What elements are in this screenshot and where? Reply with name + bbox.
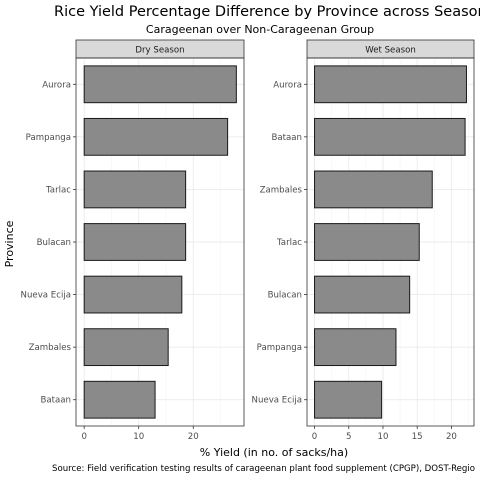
y-tick-label: Bulacan — [268, 291, 302, 301]
x-tick-label: 10 — [378, 432, 389, 442]
x-axis-title: % Yield (in no. of sacks/ha) — [200, 446, 348, 459]
bar-bataan — [314, 117, 466, 156]
y-tick-label: Zambales — [260, 185, 303, 195]
bar-pampanga — [314, 328, 397, 367]
facet-strip-label: Wet Season — [365, 45, 416, 55]
panel-border — [306, 57, 475, 427]
y-tick-label: Pampanga — [257, 343, 302, 353]
bar-bataan — [83, 380, 156, 419]
chart-caption: Source: Field verification testing resul… — [52, 464, 475, 474]
x-tick-label: 5 — [346, 432, 351, 442]
bar-nueva-ecija — [83, 275, 183, 314]
bar-bulacan — [83, 223, 187, 261]
x-tick-label: 20 — [188, 432, 199, 442]
y-tick-label: Nueva Ecija — [252, 396, 302, 406]
y-tick-label: Bulacan — [37, 238, 71, 248]
y-tick-label: Bataan — [271, 133, 302, 143]
x-tick-label: 0 — [312, 432, 317, 442]
y-tick-label: Aurora — [42, 80, 71, 90]
y-tick-label: Aurora — [273, 80, 302, 90]
y-axis-title: Province — [3, 220, 16, 267]
y-tick-label: Pampanga — [26, 133, 71, 143]
bar-bulacan — [314, 275, 411, 314]
y-tick-label: Tarlac — [45, 185, 71, 195]
bar-tarlac — [83, 170, 187, 209]
y-tick-label: Tarlac — [276, 238, 302, 248]
panel-dry-season: Dry Season Aurora Pampanga Tarlac Bulacan Nue… — [21, 39, 245, 442]
x-tick-label: 0 — [81, 432, 86, 442]
facet-panels: Dry Season Aurora Pampanga Tarlac Bulacan Nue… — [21, 39, 475, 442]
bar-tarlac — [314, 223, 420, 261]
panel-border — [75, 57, 245, 427]
bar-zambales — [314, 170, 433, 209]
chart-subtitle: Carageenan over Non-Carageenan Group — [146, 23, 374, 36]
bar-pampanga — [83, 117, 229, 156]
y-tick-label: Bataan — [40, 396, 71, 406]
x-tick-label: 15 — [412, 432, 423, 442]
bar-aurora — [83, 65, 237, 104]
x-tick-label: 20 — [446, 432, 457, 442]
chart-title: Rice Yield Percentage Difference by Prov… — [54, 4, 480, 20]
y-tick-label: Zambales — [29, 343, 72, 353]
x-tick-label: 10 — [133, 432, 144, 442]
bar-aurora — [314, 65, 467, 104]
facet-strip-label: Dry Season — [135, 45, 184, 55]
bar-nueva-ecija — [314, 380, 383, 419]
y-tick-label: Nueva Ecija — [21, 291, 71, 301]
bar-zambales — [83, 328, 169, 367]
panel-wet-season: Wet Season Aurora Bataan Zambales Tarlac Bula… — [252, 39, 475, 442]
